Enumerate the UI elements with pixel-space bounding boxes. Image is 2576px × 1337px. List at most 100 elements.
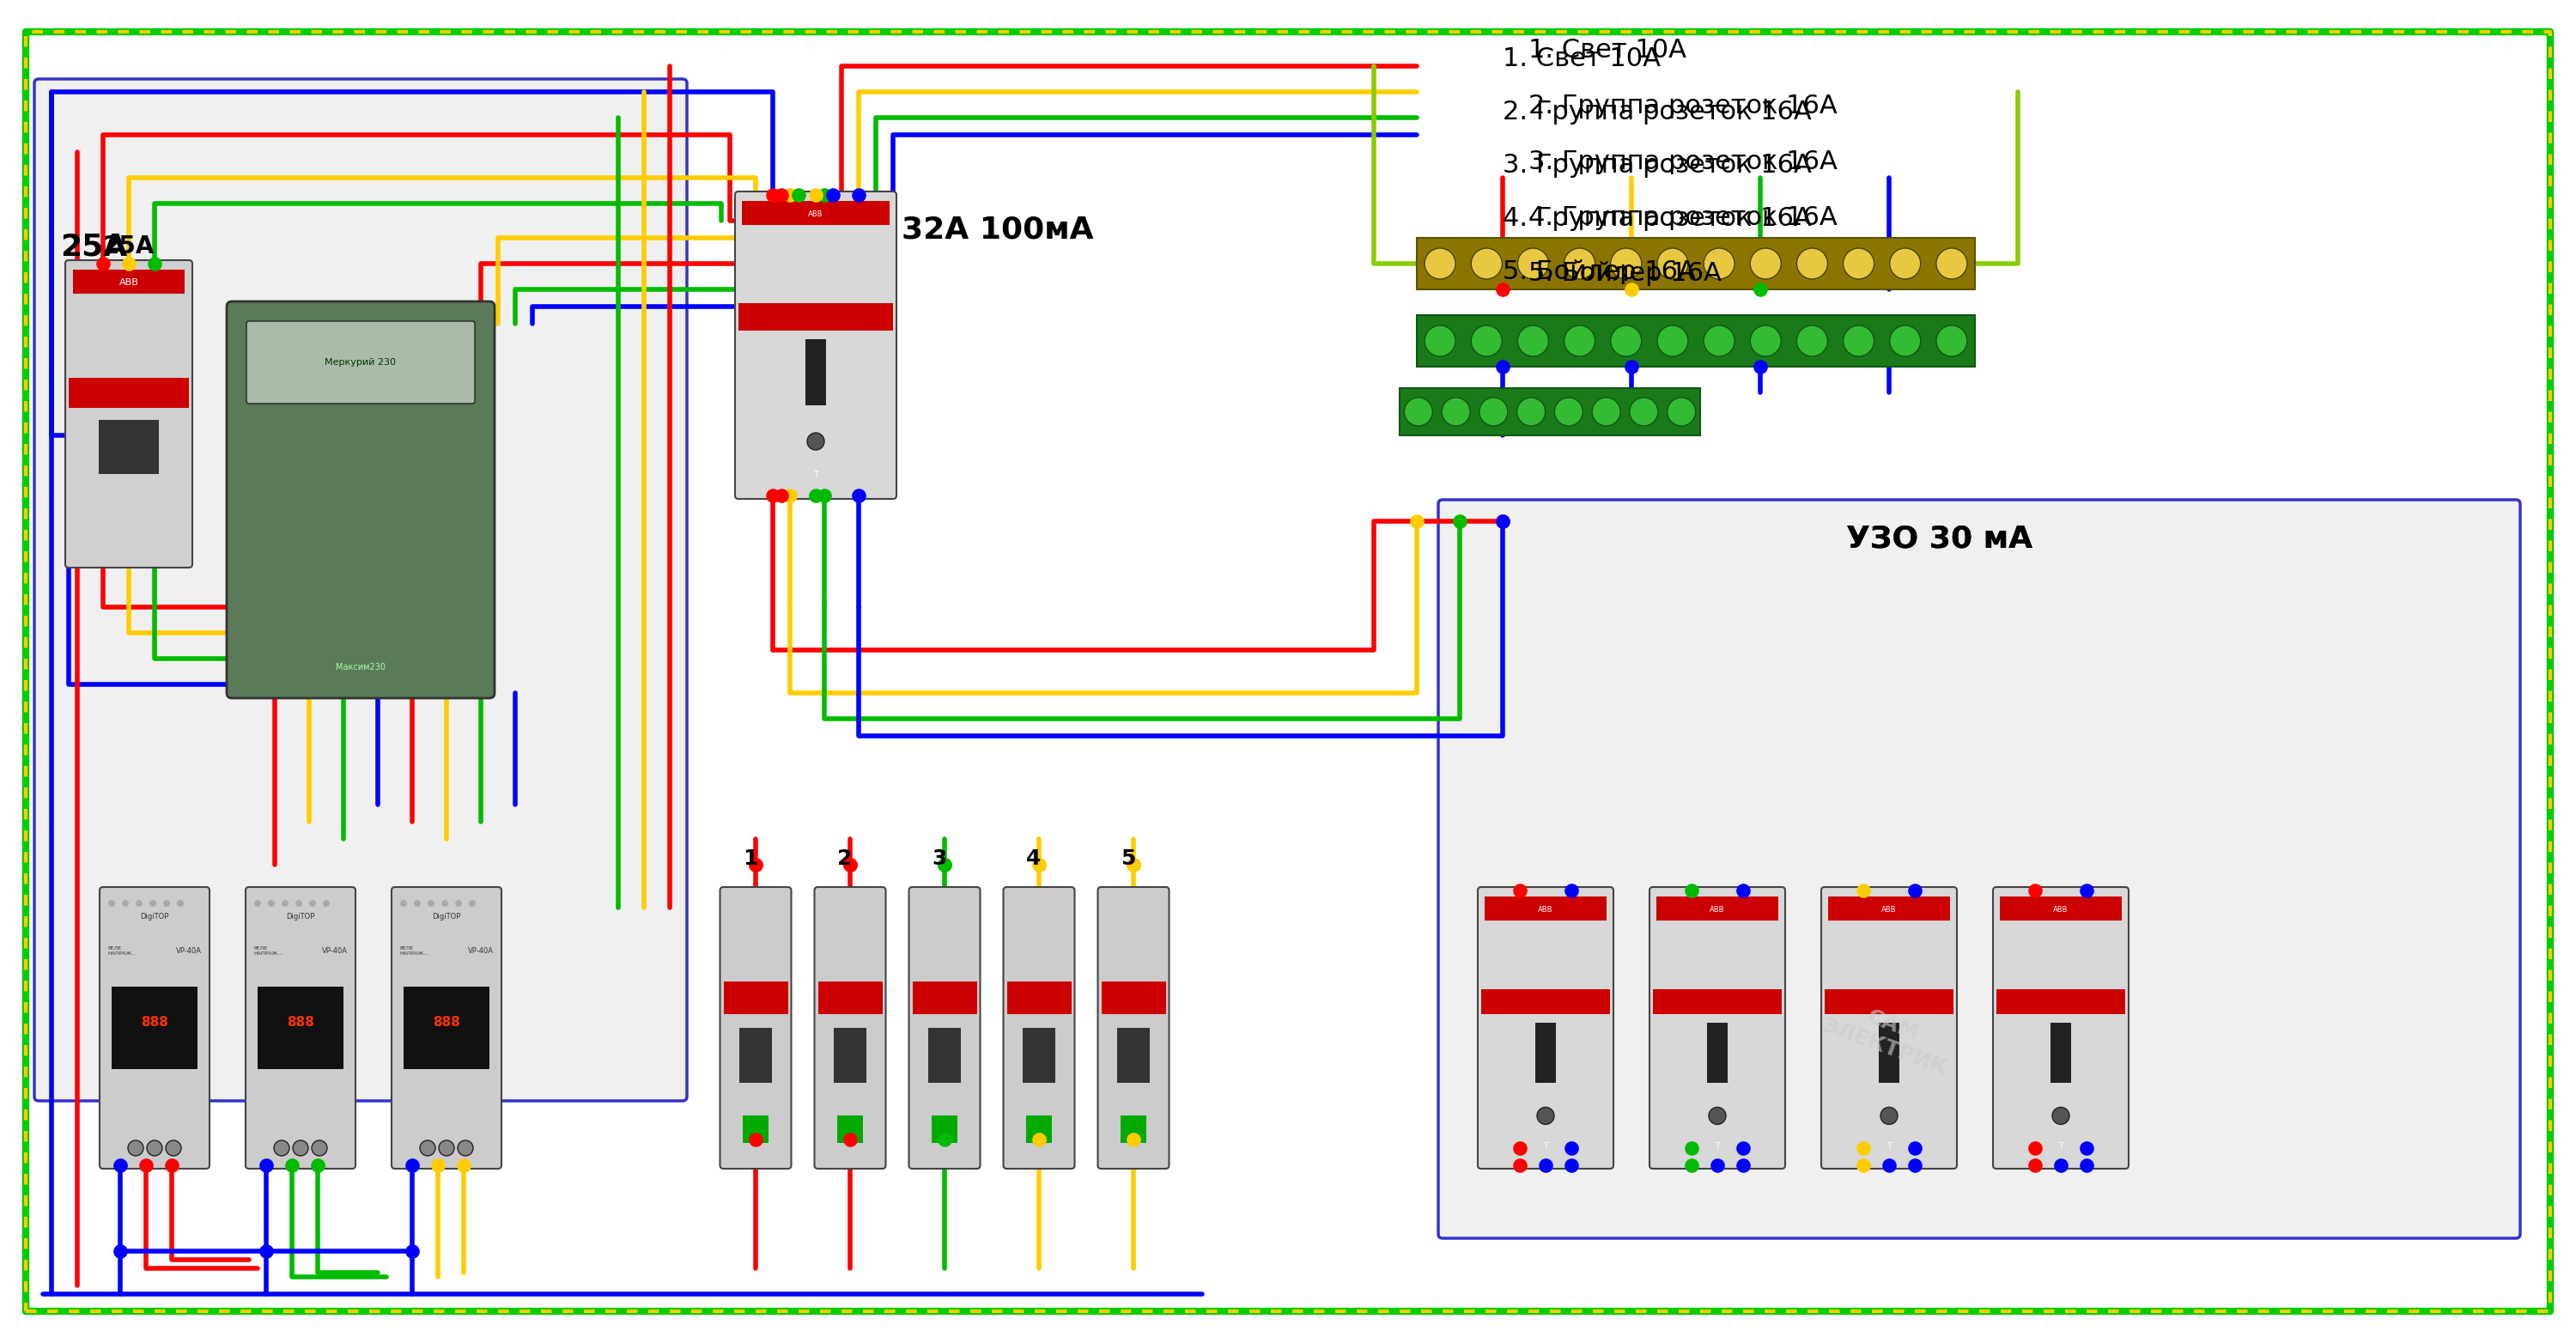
Point (152, 1155, 193, 1177)
Point (100, 1241, 142, 1262)
Circle shape (1891, 249, 1922, 279)
Point (796, 485, 837, 507)
Bar (742, 201, 889, 225)
FancyBboxPatch shape (1479, 886, 1613, 1169)
Text: VP-40A: VP-40A (322, 947, 348, 955)
Bar (70, 378, 188, 408)
Point (2014, 1155, 2056, 1177)
Text: 4. Группа розеток 16A: 4. Группа розеток 16A (1502, 206, 1811, 231)
Text: 4: 4 (1025, 849, 1041, 869)
FancyBboxPatch shape (1994, 886, 2128, 1169)
Point (100, 1155, 142, 1177)
Text: УЗО 30 мА: УЗО 30 мА (1847, 524, 2032, 554)
Text: 4. Группа розеток 16A: 4. Группа розеток 16A (1528, 206, 1837, 230)
Point (1610, 356, 1651, 377)
Circle shape (440, 900, 448, 906)
Point (1698, 1155, 1739, 1177)
Bar (835, 1028, 866, 1083)
Text: DigiTOP: DigiTOP (433, 912, 461, 920)
Bar (1121, 1116, 1146, 1143)
FancyBboxPatch shape (245, 886, 355, 1169)
Text: DigiTOP: DigiTOP (286, 912, 314, 920)
Text: РЕЛЕ
НАПРАЖ...: РЕЛЕ НАПРАЖ... (108, 947, 137, 956)
FancyBboxPatch shape (227, 301, 495, 698)
FancyBboxPatch shape (1649, 886, 1785, 1169)
Circle shape (1937, 325, 1968, 357)
Text: САМ
ЭЛЕКТРИК: САМ ЭЛЕКТРИК (1819, 993, 1958, 1080)
Point (2014, 880, 2056, 901)
Circle shape (1564, 325, 1595, 357)
Text: 32A 100мА: 32A 100мА (902, 215, 1095, 243)
Bar (1654, 989, 1783, 1015)
Text: T: T (814, 471, 819, 479)
Point (796, 185, 837, 206)
Text: 1: 1 (742, 849, 757, 869)
Point (1551, 880, 1592, 901)
Point (417, 1155, 459, 1177)
Bar (1481, 989, 1610, 1015)
FancyBboxPatch shape (64, 261, 193, 568)
FancyBboxPatch shape (909, 886, 979, 1169)
Point (2066, 1155, 2107, 1177)
Circle shape (428, 900, 435, 906)
Text: 25A: 25A (103, 234, 155, 258)
Point (1113, 854, 1154, 876)
Point (752, 185, 793, 206)
Text: 1. Свет 10A: 1. Свет 10A (1528, 37, 1687, 63)
Circle shape (456, 900, 461, 906)
Circle shape (129, 1140, 144, 1155)
Text: ABB: ABB (2053, 905, 2069, 913)
Point (134, 253, 175, 274)
Point (925, 854, 966, 876)
Circle shape (1891, 325, 1922, 357)
Bar (1708, 1023, 1728, 1083)
Circle shape (108, 900, 116, 906)
Point (1893, 880, 1935, 901)
Point (804, 185, 845, 206)
FancyBboxPatch shape (392, 886, 502, 1169)
Bar (1878, 1023, 1899, 1083)
Point (734, 854, 775, 876)
Point (804, 485, 845, 507)
Bar (1118, 1028, 1149, 1083)
Point (1868, 1155, 1909, 1177)
Circle shape (1471, 325, 1502, 357)
Circle shape (162, 900, 170, 906)
Circle shape (147, 1140, 162, 1155)
Point (925, 1128, 966, 1150)
FancyBboxPatch shape (1097, 886, 1170, 1169)
Circle shape (1937, 249, 1968, 279)
Text: 3. Группа розеток 16A: 3. Группа розеток 16A (1502, 152, 1811, 178)
Point (1481, 511, 1522, 532)
Circle shape (438, 1140, 453, 1155)
Point (1672, 1155, 1713, 1177)
FancyBboxPatch shape (247, 321, 474, 404)
Point (1551, 1155, 1592, 1177)
Text: ABB: ABB (1880, 905, 1896, 913)
Circle shape (1749, 325, 1780, 357)
Bar (1023, 1028, 1056, 1083)
Text: 888: 888 (286, 1016, 314, 1028)
Circle shape (1443, 397, 1471, 427)
Point (1723, 880, 1765, 901)
Bar (1103, 981, 1164, 1015)
Bar (1996, 989, 2125, 1015)
Text: T: T (1716, 1142, 1721, 1150)
Point (829, 854, 871, 876)
Text: T: T (1543, 1142, 1548, 1150)
Bar (1656, 897, 1777, 921)
Text: РЕЛЕ
НАПРАЖ...: РЕЛЕ НАПРАЖ... (252, 947, 283, 956)
Circle shape (1631, 397, 1659, 427)
Point (734, 1128, 775, 1150)
Circle shape (273, 1140, 289, 1155)
Point (2040, 1155, 2081, 1177)
Bar (1007, 981, 1072, 1015)
Point (811, 185, 853, 206)
Circle shape (1471, 249, 1502, 279)
FancyBboxPatch shape (100, 886, 209, 1169)
Circle shape (281, 900, 289, 906)
Point (392, 1241, 433, 1262)
Point (1739, 278, 1780, 299)
Bar (739, 303, 894, 330)
Point (829, 854, 871, 876)
